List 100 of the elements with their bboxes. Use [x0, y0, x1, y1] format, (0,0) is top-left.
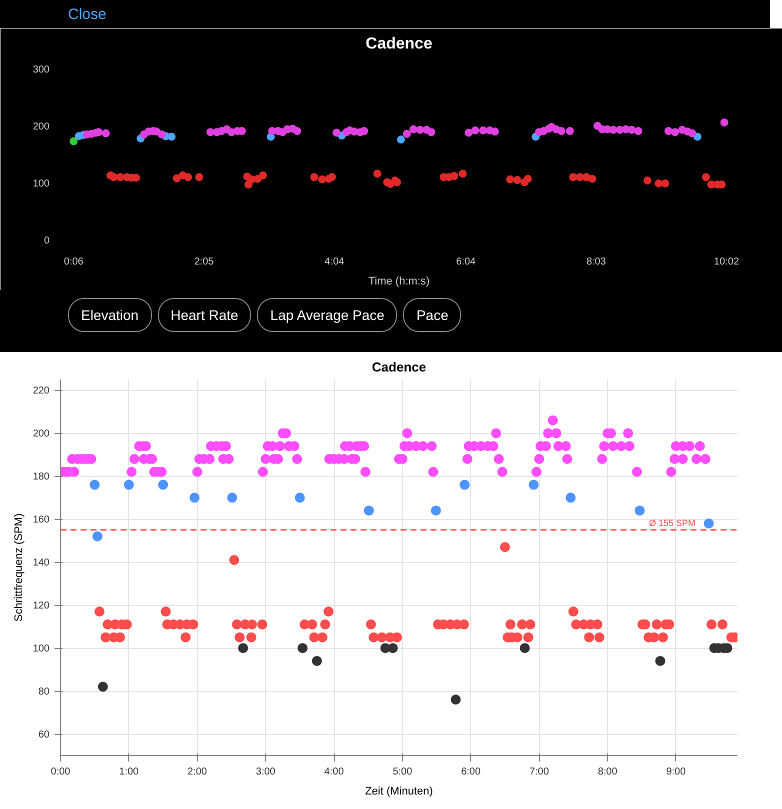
point — [298, 643, 308, 654]
y-tick-label: 160 — [32, 514, 50, 526]
point — [116, 173, 124, 182]
point — [664, 127, 672, 135]
point — [312, 656, 322, 666]
y-tick-label: 0 — [44, 235, 50, 246]
text: Heart Rate — [158, 298, 252, 332]
point — [661, 179, 670, 188]
point — [318, 175, 326, 184]
point — [634, 506, 645, 516]
point — [704, 518, 714, 528]
point — [238, 643, 248, 654]
y-tick-label: 200 — [32, 121, 50, 132]
point — [328, 173, 336, 182]
y-tick-label: 80 — [38, 686, 50, 698]
point — [655, 656, 666, 666]
point — [566, 492, 576, 503]
x-tick-label: 6:00 — [461, 766, 481, 778]
chart-title: Cadence — [366, 36, 432, 52]
point — [528, 480, 539, 490]
point — [168, 132, 176, 141]
text: Lap Average Pace — [257, 298, 398, 332]
y-tick-label: 100 — [32, 644, 50, 655]
point — [588, 174, 596, 183]
y-tick-label: 180 — [32, 472, 50, 483]
point — [195, 173, 204, 182]
y-tick-label: 100 — [32, 178, 50, 190]
y-tick-label: 60 — [38, 730, 50, 741]
point — [124, 480, 134, 490]
point — [258, 171, 267, 180]
chart-title: Cadence — [372, 360, 426, 374]
point — [427, 128, 436, 136]
point — [310, 173, 318, 182]
point — [110, 173, 118, 182]
text: Elevation — [68, 298, 152, 332]
x-tick-label: 3:00 — [256, 766, 276, 778]
point — [388, 643, 398, 654]
point — [430, 506, 441, 516]
x-tick-label: 2:05 — [194, 256, 214, 268]
y-tick-label: 120 — [32, 600, 50, 612]
point — [569, 173, 578, 182]
x-tick-label: 8:00 — [598, 766, 618, 778]
y-tick-label: 140 — [32, 558, 50, 569]
point — [609, 126, 618, 134]
point — [688, 129, 696, 138]
x-tick-label: 0:00 — [50, 766, 71, 778]
x-tick-label: 7:00 — [529, 766, 550, 778]
y-tick-label: 200 — [32, 428, 50, 440]
point — [520, 643, 530, 654]
point — [566, 127, 574, 135]
x-tick-label: 6:04 — [456, 256, 476, 268]
y-tick-label: 300 — [32, 64, 50, 76]
point — [557, 127, 566, 135]
point — [450, 694, 461, 705]
point — [720, 118, 728, 126]
point — [102, 129, 110, 138]
point — [654, 179, 663, 188]
point — [643, 176, 652, 185]
point — [471, 126, 480, 134]
point — [364, 506, 374, 516]
x-tick-label: 10:02 — [714, 256, 740, 268]
x-tick-label: 4:00 — [324, 766, 344, 778]
point — [702, 173, 710, 182]
x-tick-label: 2:00 — [188, 766, 208, 778]
point — [396, 136, 405, 144]
point — [90, 480, 100, 490]
point — [158, 480, 168, 490]
point — [206, 128, 214, 136]
point — [458, 170, 467, 178]
point — [172, 174, 181, 182]
point — [293, 127, 302, 135]
point — [524, 174, 532, 183]
point — [634, 127, 642, 135]
x-tick-label: 4:04 — [324, 256, 345, 268]
point — [402, 130, 411, 138]
y-axis-title: Schrittfrequenz (SPM) — [12, 513, 25, 622]
point — [490, 128, 499, 136]
point — [190, 492, 200, 503]
point — [513, 176, 522, 184]
point — [360, 127, 368, 135]
text: Close — [0, 0, 770, 28]
x-axis-title: Time (h:m:s) — [368, 276, 430, 288]
x-tick-label: 8:03 — [586, 256, 606, 268]
point — [227, 492, 238, 503]
point — [671, 128, 680, 136]
point — [98, 682, 108, 692]
point — [92, 531, 102, 542]
point — [184, 173, 192, 182]
x-tick-label: 1:00 — [119, 766, 140, 778]
point — [450, 172, 458, 180]
point — [332, 128, 341, 137]
text: Pace — [403, 298, 462, 332]
point — [294, 492, 305, 503]
x-tick-label: 9:00 — [666, 766, 686, 778]
point — [576, 173, 584, 182]
point — [409, 125, 418, 134]
point — [158, 130, 166, 138]
point — [460, 480, 470, 490]
x-tick-label: 5:00 — [392, 766, 413, 778]
point — [479, 126, 488, 134]
